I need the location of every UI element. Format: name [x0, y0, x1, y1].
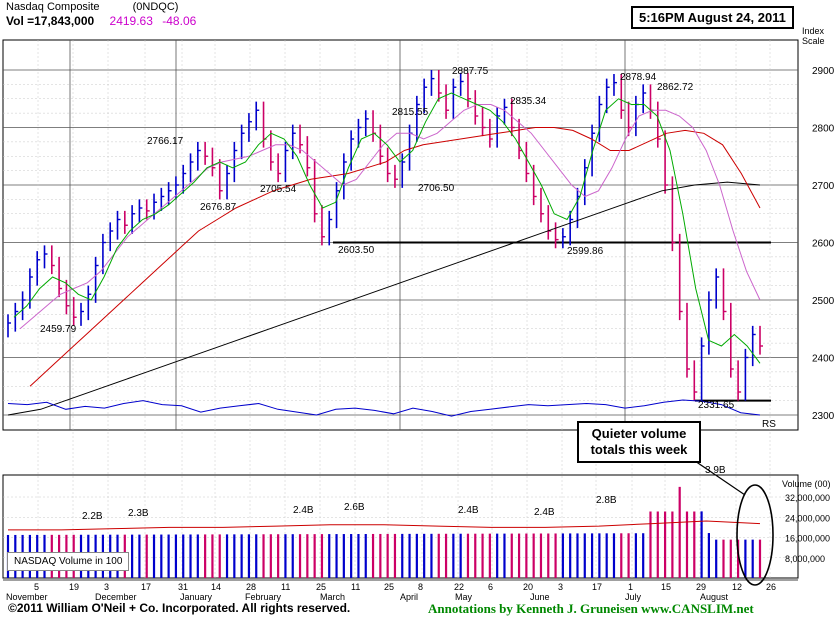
volume-average-line: [8, 520, 761, 531]
date-tick-label: 17: [141, 582, 151, 592]
y-tick-label: 2500: [812, 296, 835, 307]
date-tick-label: 15: [661, 582, 671, 592]
price-annotation: 2705.54: [260, 184, 297, 195]
volume-annotation: 2.4B: [534, 507, 555, 518]
annotation-credit: Annotations by Kenneth J. Gruneisen www.…: [428, 601, 754, 616]
month-label: May: [455, 592, 473, 602]
date-tick-label: 11: [281, 582, 290, 592]
volume-highlight-ellipse: [736, 484, 774, 586]
volume-annotation: 2.3B: [128, 508, 149, 519]
month-label: February: [245, 592, 282, 602]
month-label: November: [6, 592, 48, 602]
date-tick-label: 6: [488, 582, 493, 592]
y-tick-label: 2300: [812, 411, 835, 422]
date-tick-label: 3: [104, 582, 109, 592]
timestamp-box: 5:16PM August 24, 2011: [631, 6, 794, 29]
date-tick-label: 17: [592, 582, 602, 592]
date-tick-label: 3: [558, 582, 563, 592]
volume-annotation: 2.2B: [82, 511, 103, 522]
month-label: January: [180, 592, 213, 602]
ma10-line: [13, 92, 761, 364]
price-annotation: 2887.75: [452, 66, 489, 77]
ticker-header: Nasdaq Composite (0NDQC): [6, 1, 178, 13]
date-tick-label: 25: [316, 582, 326, 592]
volume-panel-frame: [2, 474, 799, 579]
rs-label: RS: [762, 419, 776, 430]
y-tick-label: 2800: [812, 124, 835, 135]
volume-tick-label: 24,000,000: [785, 513, 830, 523]
date-tick-label: 25: [384, 582, 394, 592]
volume-legend: NASDAQ Volume in 100: [7, 552, 130, 571]
date-tick-label: 20: [523, 582, 533, 592]
volume-annotation: 3.9B: [705, 465, 726, 476]
month-label: December: [95, 592, 137, 602]
y-tick-label: 2700: [812, 181, 835, 192]
last-price: 2419.63: [109, 14, 153, 28]
copyright: ©2011 William O'Neil + Co. Incorporated.…: [8, 601, 351, 615]
price-annotation: 2603.50: [338, 245, 375, 256]
date-tick-label: 26: [766, 582, 776, 592]
volume-today: Vol =17,843,000: [6, 14, 95, 28]
volume-summary: Vol =17,843,000 2419.63 -48.06: [6, 14, 196, 28]
month-label: April: [400, 592, 418, 602]
date-tick-label: 22: [454, 582, 464, 592]
ma21-line: [19, 104, 761, 330]
scale-title-index: Index: [802, 26, 825, 36]
callout-pointer: [694, 460, 746, 496]
price-annotation: 2706.50: [418, 183, 455, 194]
date-tick-label: 8: [418, 582, 423, 592]
volume-tick-label: 8,000,000: [785, 554, 825, 564]
date-tick-label: 1: [628, 582, 633, 592]
volume-annotation: 2.4B: [458, 505, 479, 516]
callout-line-2: totals this week: [590, 442, 688, 457]
volume-callout: Quieter volume totals this week: [577, 421, 701, 463]
price-annotation: 2815.55: [392, 107, 429, 118]
date-tick-label: 11: [351, 582, 360, 592]
month-label: March: [320, 592, 345, 602]
callout-line-1: Quieter volume: [591, 426, 687, 441]
date-tick-label: 28: [246, 582, 256, 592]
price-annotation: 2878.94: [620, 72, 657, 83]
y-tick-label: 2900: [812, 66, 835, 77]
price-panel-frame: [2, 39, 799, 431]
volume-tick-label: 16,000,000: [785, 534, 830, 544]
month-label: August: [700, 592, 729, 602]
scale-title-scale: Scale: [802, 36, 825, 46]
index-symbol: (0NDQC): [132, 1, 179, 13]
price-annotation: 2459.79: [40, 324, 77, 335]
month-label: July: [625, 592, 642, 602]
volume-annotation: 2.8B: [596, 495, 617, 506]
y-tick-label: 2400: [812, 354, 835, 365]
price-annotation: 2766.17: [147, 136, 184, 147]
price-annotation: 2862.72: [657, 82, 694, 93]
index-name: Nasdaq Composite: [6, 1, 100, 13]
date-tick-label: 31: [178, 582, 188, 592]
y-tick-label: 2600: [812, 239, 835, 250]
volume-annotation: 2.4B: [293, 505, 314, 516]
date-tick-label: 14: [211, 582, 221, 592]
rs-line: [7, 399, 761, 417]
date-tick-label: 29: [696, 582, 706, 592]
price-annotation: 2676.87: [200, 202, 237, 213]
price-annotation: 2599.86: [567, 246, 604, 257]
price-annotation: 2331.65: [698, 400, 735, 411]
volume-tick-label: 32,000,000: [785, 493, 830, 503]
date-tick-label: 19: [69, 582, 79, 592]
volume-axis-title: Volume (00): [782, 479, 831, 489]
ma200-line: [7, 181, 761, 416]
date-tick-label: 12: [732, 582, 742, 592]
date-tick-label: 5: [34, 582, 39, 592]
volume-annotation: 2.6B: [344, 502, 365, 513]
month-label: June: [530, 592, 550, 602]
price-change: -48.06: [162, 14, 197, 28]
price-annotation: 2835.34: [510, 96, 547, 107]
